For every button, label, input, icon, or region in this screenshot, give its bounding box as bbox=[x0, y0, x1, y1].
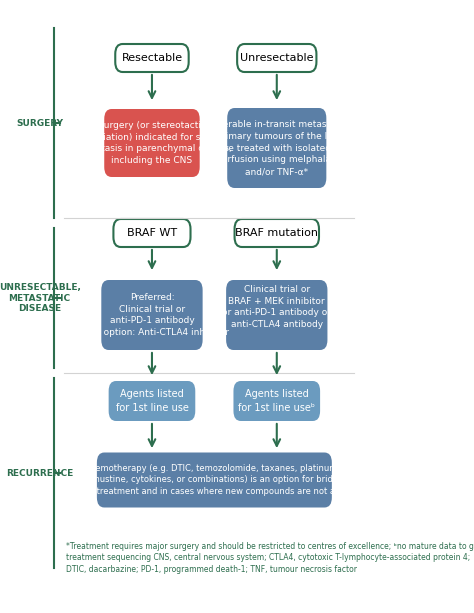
Text: Surgery (or stereotactic
irradiation) indicated for single
metastasis in parench: Surgery (or stereotactic irradiation) in… bbox=[73, 121, 231, 165]
FancyBboxPatch shape bbox=[115, 44, 189, 72]
FancyBboxPatch shape bbox=[101, 280, 202, 350]
FancyBboxPatch shape bbox=[237, 44, 317, 72]
Text: UNRESECTABLE,
METASTATIC
DISEASE: UNRESECTABLE, METASTATIC DISEASE bbox=[0, 283, 81, 313]
FancyBboxPatch shape bbox=[234, 381, 320, 421]
Text: SURGERY: SURGERY bbox=[16, 118, 63, 128]
FancyBboxPatch shape bbox=[235, 219, 319, 247]
FancyBboxPatch shape bbox=[104, 109, 200, 177]
FancyBboxPatch shape bbox=[227, 108, 326, 188]
Text: Clinical trial or
BRAF + MEK inhibitor
or anti-PD-1 antibody or
anti-CTLA4 antib: Clinical trial or BRAF + MEK inhibitor o… bbox=[222, 285, 331, 329]
FancyBboxPatch shape bbox=[109, 381, 195, 421]
Text: Inoperable in-transit metastases
or primary tumours of the limbs
may be treated : Inoperable in-transit metastases or prim… bbox=[200, 120, 354, 176]
Text: BRAF WT: BRAF WT bbox=[127, 228, 177, 238]
FancyBboxPatch shape bbox=[97, 452, 332, 508]
Text: RECURRENCE: RECURRENCE bbox=[6, 468, 73, 478]
Text: *Treatment requires major surgery and should be restricted to centres of excelle: *Treatment requires major surgery and sh… bbox=[66, 542, 474, 574]
Text: Preferred:
Clinical trial or
anti-PD-1 antibody
Other option: Anti-CTLA4 inhibit: Preferred: Clinical trial or anti-PD-1 a… bbox=[75, 293, 229, 337]
FancyBboxPatch shape bbox=[226, 280, 328, 350]
Text: Unresectable: Unresectable bbox=[240, 53, 313, 63]
Text: Agents listed
for 1st line useᵇ: Agents listed for 1st line useᵇ bbox=[238, 389, 315, 413]
Text: Chemotherapy (e.g. DTIC, temozolomide, taxanes, platinums,
fotemustine, cytokine: Chemotherapy (e.g. DTIC, temozolomide, t… bbox=[60, 463, 368, 497]
Text: Resectable: Resectable bbox=[121, 53, 182, 63]
Text: Agents listed
for 1st line use: Agents listed for 1st line use bbox=[116, 389, 188, 413]
FancyBboxPatch shape bbox=[113, 219, 191, 247]
Text: BRAF mutation: BRAF mutation bbox=[235, 228, 318, 238]
